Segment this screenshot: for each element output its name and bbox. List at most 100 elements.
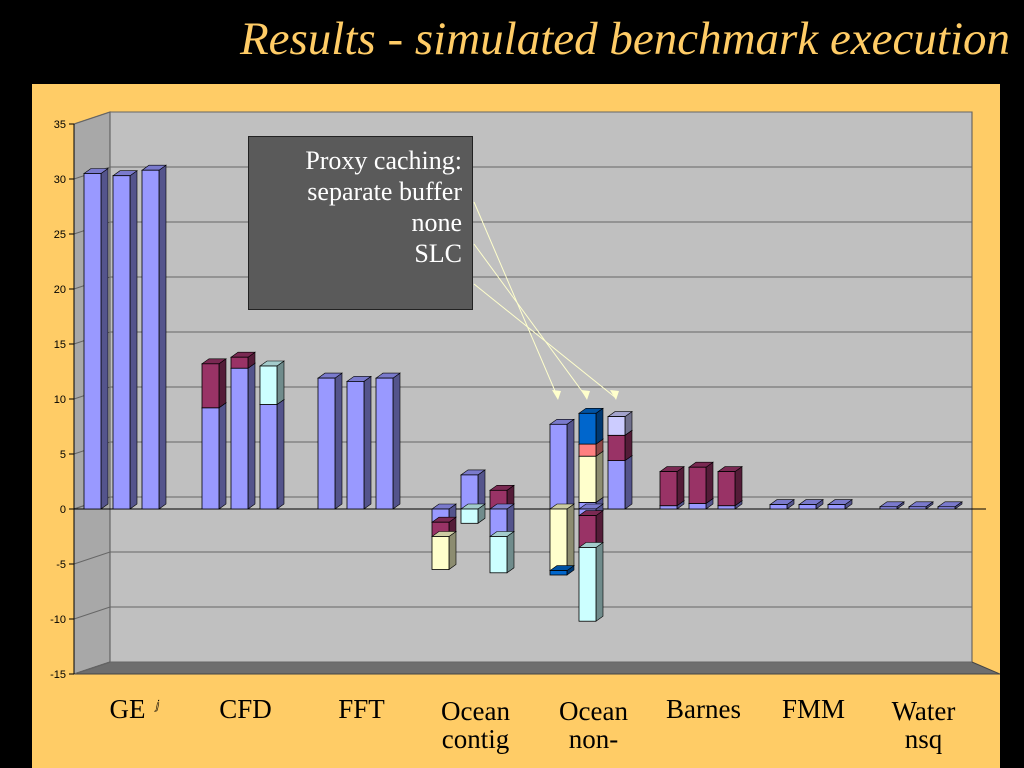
bar-side [218, 358, 227, 409]
bar-segment [259, 365, 278, 405]
x-category-label-line: Barnes [666, 694, 741, 724]
bar-segment [346, 380, 365, 510]
bar-side [276, 398, 285, 510]
x-category-label-line: Water [891, 696, 956, 726]
callout-line: Proxy caching: [305, 146, 462, 175]
y-tick-label: 35 [54, 119, 66, 131]
y-tick-label: 0 [60, 504, 66, 516]
x-category-label: Barnes [644, 694, 764, 724]
x-category-label: Ocean contig [416, 696, 536, 754]
y-tick-label: -5 [56, 559, 66, 571]
callout-line: SLC [414, 239, 462, 268]
bar-chart: 35 30 25 20 15 10 5 0 -5 -10 -15 [50, 111, 1000, 681]
bar-side [334, 372, 343, 510]
bar-segment [607, 434, 626, 461]
x-category-label: FFT [302, 694, 422, 724]
bar-segment [489, 536, 508, 574]
x-category-sublabel: ⅉ [155, 698, 160, 712]
bar-segment [688, 466, 707, 504]
x-category-label-line: contig [441, 724, 510, 754]
y-tick-label: 30 [54, 174, 66, 186]
y-tick-label: -10 [50, 614, 66, 626]
bar-segment [230, 367, 249, 510]
bar-segment [201, 363, 220, 409]
bar-side [595, 510, 604, 549]
bar-side [448, 530, 457, 571]
bar-segment [769, 504, 788, 510]
callout-line: none [411, 208, 462, 237]
callout-arrow-head [552, 390, 561, 400]
callout-arrow-line [473, 283, 617, 399]
bar-segment [259, 404, 278, 510]
bar-side [363, 375, 372, 510]
bar-segment [607, 416, 626, 436]
y-tick-label: 25 [54, 229, 66, 241]
bar-side [676, 466, 685, 507]
bar-segment [879, 506, 898, 510]
bar-side [129, 170, 138, 510]
bar-segment [717, 471, 736, 507]
bar-side [595, 450, 604, 503]
bar-side [595, 541, 604, 622]
bar-segment [659, 471, 678, 507]
bar-segment [83, 173, 102, 510]
callout-arrow-head [610, 390, 619, 400]
bar-side [734, 466, 743, 507]
x-category-label-line: non- [568, 724, 619, 754]
bar-side [566, 503, 575, 572]
bar-segment [578, 547, 597, 622]
bar-segment [827, 504, 846, 510]
x-category-label-line: FMM [781, 694, 846, 724]
bar-side [392, 372, 401, 510]
bar-segment [230, 356, 249, 369]
bar-segment [141, 169, 160, 510]
bar-segment [549, 423, 568, 510]
bar-segment [908, 506, 927, 510]
x-category-label: CFD [186, 694, 306, 724]
y-tick-label: 20 [54, 284, 66, 296]
bar-segment [375, 377, 394, 510]
callout-arrow-line [473, 201, 559, 399]
chart-floor [73, 661, 1000, 675]
x-category-label-line: FFT [338, 694, 385, 724]
x-category-label: GE ⅉ [68, 694, 188, 724]
x-category-label-line: CFD [219, 694, 272, 724]
bar-segment [549, 508, 568, 571]
bar-side [158, 164, 167, 510]
bar-side [218, 402, 227, 510]
x-category-label: Water nsq [864, 696, 984, 754]
bar-side [624, 455, 633, 510]
bar-side [566, 418, 575, 510]
gridline [73, 111, 972, 125]
x-category-label-line: GE [109, 694, 146, 724]
x-category-label-line: nsq [904, 724, 943, 754]
bar-segment [578, 412, 597, 445]
bar-side [506, 530, 515, 574]
chart-panel: 35 30 25 20 15 10 5 0 -5 -10 -15 GE ⅉ CFD FFT Ocean con… [32, 84, 1000, 768]
y-tick-label: 5 [60, 449, 66, 461]
bar-segment [578, 455, 597, 503]
bar-side [247, 362, 256, 510]
bar-segment [688, 503, 707, 510]
bar-segment [317, 377, 336, 510]
y-axis-ticks: 35 30 25 20 15 10 5 0 -5 -10 -15 [50, 119, 986, 681]
bar-segment [798, 504, 817, 510]
bar-segment [607, 460, 626, 510]
x-category-label: FMM [754, 694, 874, 724]
slide-title: Results - simulated benchmark execution [239, 13, 1010, 65]
proxy-caching-callout: Proxy caching: separate buffer none SLC [248, 136, 473, 310]
bar-segment [460, 508, 479, 524]
bar-side [477, 469, 486, 510]
bar-side [705, 461, 714, 505]
bar-segment [937, 506, 956, 510]
gridline [73, 551, 972, 565]
bar-segment [717, 505, 736, 510]
bar-segment [201, 407, 220, 510]
bar-side [595, 407, 604, 445]
callout-arrow-head [581, 390, 590, 400]
callout-arrows [473, 201, 619, 400]
callout-arrow-line [473, 243, 588, 399]
gridline [73, 661, 972, 675]
bar-side [100, 167, 109, 510]
gridline [73, 606, 972, 620]
